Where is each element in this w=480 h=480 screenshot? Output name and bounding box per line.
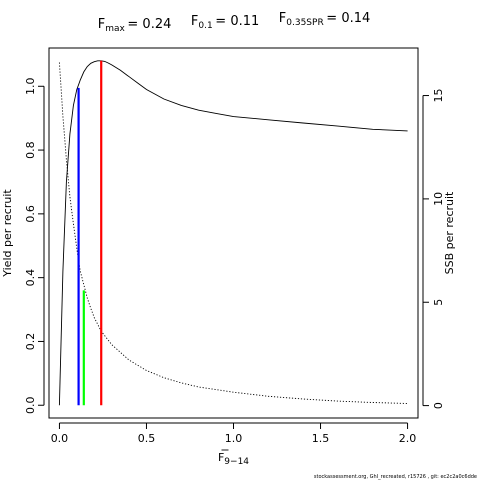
y-right-tick-label: 0 xyxy=(432,402,445,409)
y-left-tick-label: 0.0 xyxy=(24,396,37,414)
ssb-per-recruit-line xyxy=(58,62,408,404)
footer-note: stockassessment.org, GhI_recreated, r157… xyxy=(314,474,477,480)
chart-title-text: Fmax = 0.24 F0.1 = 0.11 F0.35SPR = 0.14 xyxy=(98,11,371,34)
x-tick-label: 0.0 xyxy=(51,432,69,445)
y-left-tick-label: 0.4 xyxy=(24,269,37,287)
x-axis-title: F9−14 xyxy=(218,449,249,467)
chart-title: Fmax = 0.24 F0.1 = 0.11 F0.35SPR = 0.14 xyxy=(98,11,371,34)
y-right-tick-label: 5 xyxy=(432,299,445,306)
plot-frame xyxy=(48,47,419,419)
reference-lines xyxy=(77,60,103,406)
x-axis-title-text: F9−14 xyxy=(218,451,249,467)
y-axis-left: 0.0 0.2 0.4 0.6 0.8 1.0 xyxy=(24,78,45,414)
x-tick-label: 2.0 xyxy=(399,432,417,445)
y-axis-right-title: SSB per recruit xyxy=(443,191,456,274)
x-tick-label: 0.5 xyxy=(138,432,156,445)
x-tick-label: 1.0 xyxy=(225,432,243,445)
y-left-tick-label: 0.8 xyxy=(24,141,37,159)
y-left-tick-label: 0.6 xyxy=(24,205,37,223)
series-group xyxy=(58,60,408,406)
x-axis: 0.0 0.5 1.0 1.5 2.0 xyxy=(51,422,417,445)
y-right-tick-label: 15 xyxy=(432,89,445,103)
y-axis-left-title: Yield per recruit xyxy=(1,189,14,278)
x-tick-label: 1.5 xyxy=(312,432,330,445)
y-left-tick-label: 0.2 xyxy=(24,333,37,351)
y-right-tick-label: 10 xyxy=(432,192,445,206)
y-left-tick-label: 1.0 xyxy=(24,78,37,96)
yield-per-recruit-line xyxy=(58,60,408,406)
y-axis-right: 0 5 10 15 xyxy=(422,89,445,409)
